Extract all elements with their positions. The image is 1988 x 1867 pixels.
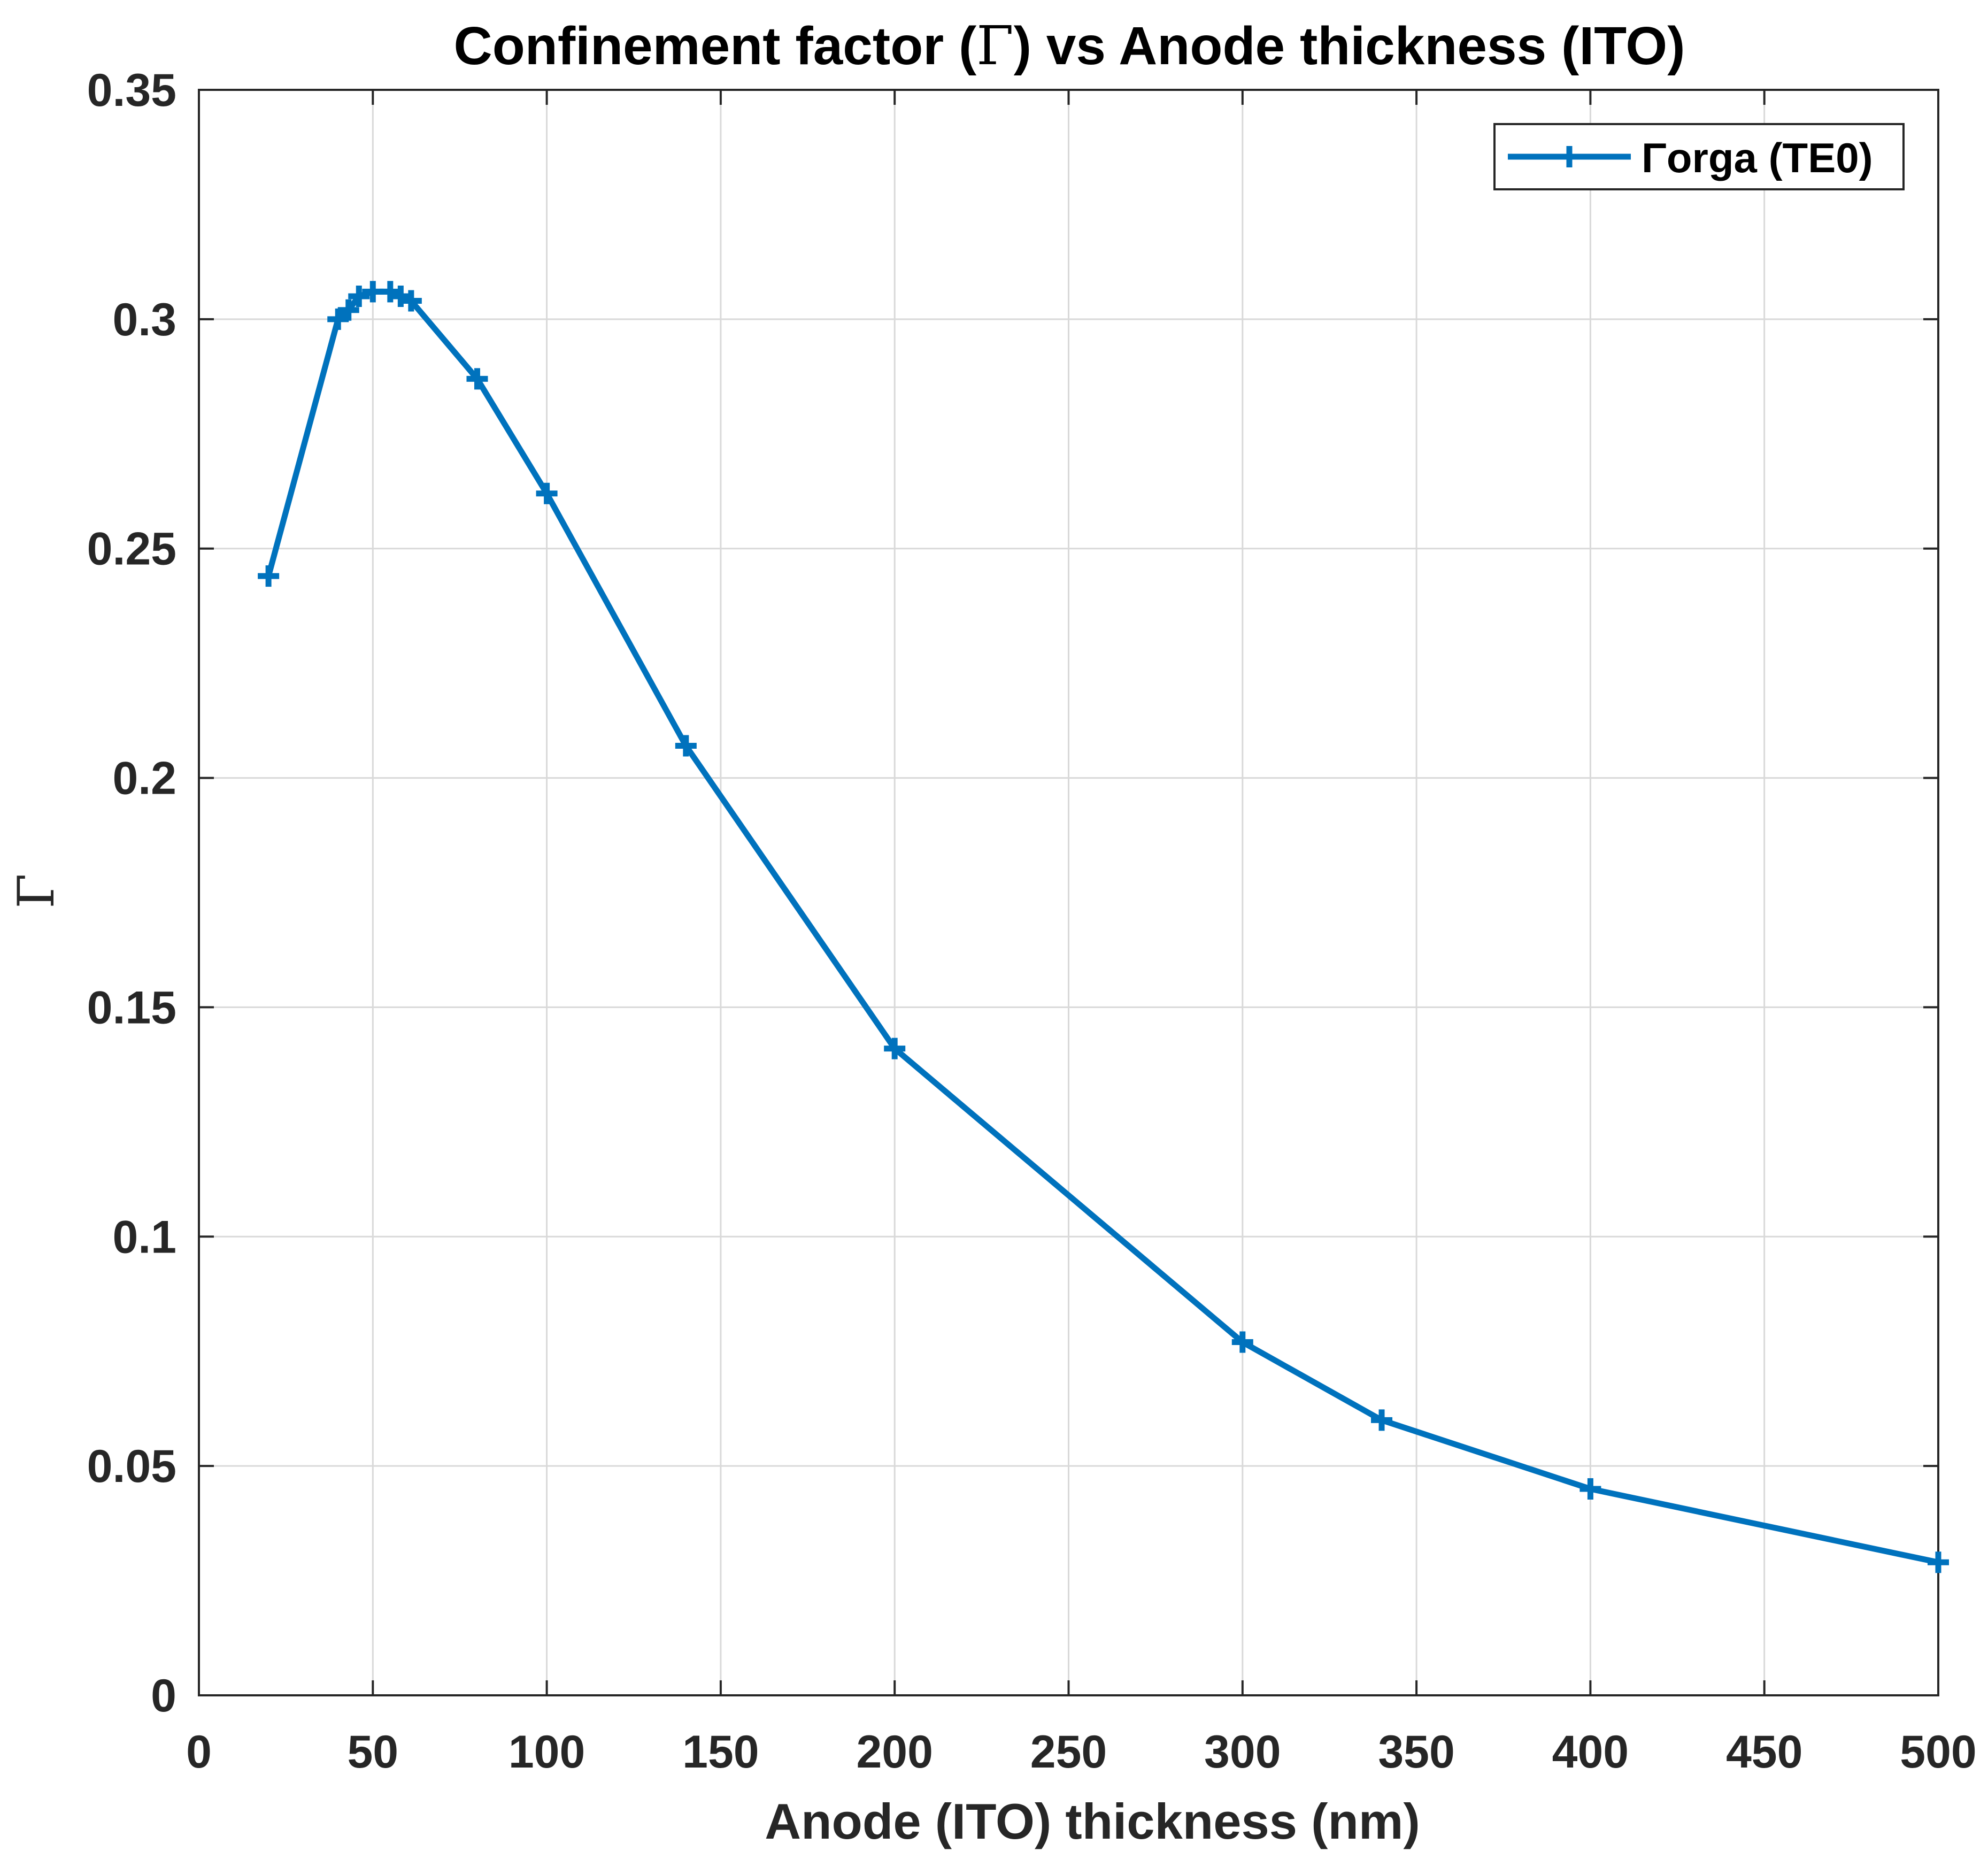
x-tick-label: 400 (1552, 1726, 1629, 1778)
y-axis-title: Γ (7, 873, 66, 908)
data-point-marker (1928, 1551, 1949, 1573)
x-tick-label: 500 (1900, 1726, 1977, 1778)
y-tick-label: 0.35 (87, 65, 176, 116)
x-tick-label: 100 (508, 1726, 585, 1778)
data-point-marker (400, 290, 422, 312)
chart-title-symbol: Γ (976, 14, 1013, 77)
x-tick-label: 300 (1204, 1726, 1281, 1778)
x-tick-label: 450 (1726, 1726, 1803, 1778)
data-point-marker (1579, 1478, 1601, 1500)
data-point-marker (675, 735, 697, 757)
data-point-marker (258, 565, 280, 587)
x-axis-title: Anode (ITO) thickness (nm) (765, 1793, 1420, 1849)
series-line (265, 288, 1941, 1565)
legend: Γorga (TE0) (1493, 123, 1905, 190)
data-point-marker (1231, 1331, 1253, 1353)
grid (199, 90, 1938, 1695)
data-point-marker (348, 285, 370, 307)
x-tick-label: 0 (186, 1726, 212, 1778)
ticks: 0 50 100 150 200 250 300 350 400 450 500 0 0.05 0.1 0.… (87, 65, 1977, 1778)
y-tick-label: 0.05 (87, 1441, 176, 1492)
data-point-marker (884, 1038, 906, 1059)
legend-marker (1559, 146, 1580, 167)
data-point-marker (337, 299, 359, 321)
y-tick-label: 0.15 (87, 982, 176, 1033)
legend-label: Γorga (TE0) (1642, 134, 1873, 181)
data-point-marker (1371, 1409, 1393, 1431)
x-tick-label: 250 (1030, 1726, 1107, 1778)
y-tick-label: 0.2 (112, 753, 176, 804)
data-point-marker (466, 368, 488, 390)
y-tick-label: 0.3 (112, 294, 176, 345)
y-tick-label: 0 (151, 1670, 176, 1722)
data-point-marker (536, 482, 558, 504)
x-tick-label: 50 (347, 1726, 398, 1778)
chart-title: Confinement factor (Γ) vs Anode thicknes… (454, 14, 1685, 77)
chart-title-prefix: Confinement factor ( (454, 16, 977, 76)
x-tick-label: 200 (856, 1726, 933, 1778)
series (258, 281, 1949, 1573)
y-tick-label: 0.25 (87, 524, 176, 575)
x-tick-label: 350 (1378, 1726, 1455, 1778)
chart-title-suffix: ) vs Anode thickness (ITO) (1014, 16, 1685, 76)
y-tick-label: 0.1 (112, 1211, 176, 1263)
x-tick-label: 150 (682, 1726, 759, 1778)
